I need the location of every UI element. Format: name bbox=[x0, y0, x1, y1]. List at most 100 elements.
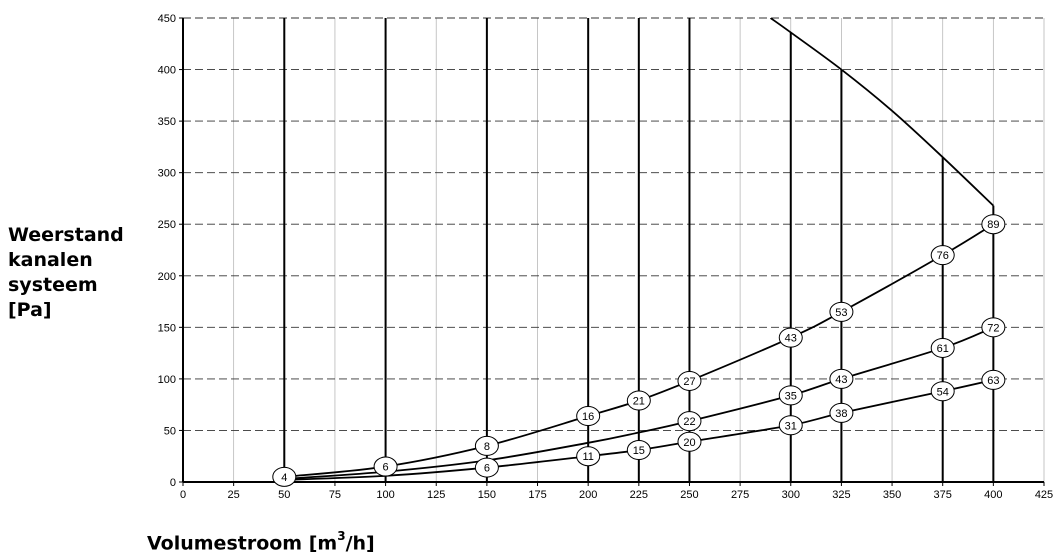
point-label-text: 15 bbox=[633, 445, 645, 457]
x-tick-label: 275 bbox=[731, 489, 749, 501]
y-tick-label: 300 bbox=[158, 168, 176, 180]
point-label-bubble bbox=[576, 446, 601, 467]
y-tick-label: 50 bbox=[164, 425, 176, 437]
point-label-bubble bbox=[829, 301, 854, 322]
series-line bbox=[284, 379, 994, 481]
x-tick-label: 125 bbox=[427, 489, 445, 501]
point-label: 38 bbox=[829, 402, 854, 423]
point-label-bubble bbox=[373, 456, 398, 477]
x-axis-label-prefix: Volumestroom [m bbox=[147, 532, 338, 555]
point-label: 6 bbox=[373, 456, 398, 477]
y-tick-label: 350 bbox=[158, 116, 176, 128]
point-label-text: 38 bbox=[835, 408, 847, 420]
point-label-text: 54 bbox=[937, 386, 949, 398]
point-label-bubble bbox=[829, 402, 854, 423]
x-tick-label: 225 bbox=[630, 489, 648, 501]
x-tick-label: 300 bbox=[782, 489, 800, 501]
point-label: 6 bbox=[474, 457, 499, 478]
y-tick-label: 250 bbox=[158, 219, 176, 231]
point-label: 15 bbox=[626, 440, 651, 461]
point-label-bubble bbox=[474, 457, 499, 478]
y-axis-label: Weerstand kanalen systeem [Pa] bbox=[8, 223, 138, 323]
point-label: 21 bbox=[626, 390, 651, 411]
x-tick-label: 75 bbox=[329, 489, 341, 501]
point-label: 53 bbox=[829, 301, 854, 322]
point-label-bubble bbox=[981, 214, 1006, 235]
point-label-bubble bbox=[930, 337, 955, 358]
point-label: 27 bbox=[677, 370, 702, 391]
x-tick-label: 0 bbox=[180, 489, 186, 501]
x-tick-label: 175 bbox=[528, 489, 546, 501]
point-label: 22 bbox=[677, 411, 702, 432]
x-tick-label: 50 bbox=[278, 489, 290, 501]
point-label-text: 76 bbox=[937, 250, 949, 262]
x-axis-label: Volumestroom [m3/h] bbox=[147, 529, 375, 555]
point-label-bubble bbox=[981, 369, 1006, 390]
point-label-bubble bbox=[474, 435, 499, 456]
x-tick-label: 150 bbox=[478, 489, 496, 501]
x-tick-label: 425 bbox=[1035, 489, 1053, 501]
point-label: 35 bbox=[778, 385, 803, 406]
x-tick-label: 250 bbox=[680, 489, 698, 501]
x-tick-label: 375 bbox=[934, 489, 952, 501]
point-label-text: 63 bbox=[987, 375, 999, 387]
point-label: 61 bbox=[930, 337, 955, 358]
x-tick-label: 325 bbox=[832, 489, 850, 501]
y-axis-label-line: [Pa] bbox=[8, 299, 52, 321]
point-label-bubble bbox=[626, 390, 651, 411]
point-label-text: 6 bbox=[484, 463, 490, 475]
y-tick-label: 400 bbox=[158, 65, 176, 77]
point-label-bubble bbox=[677, 431, 702, 452]
point-label-text: 11 bbox=[582, 451, 593, 463]
point-label: 43 bbox=[778, 327, 803, 348]
point-label: 89 bbox=[981, 214, 1006, 235]
y-axis-label-line: kanalen bbox=[8, 249, 93, 271]
point-label-bubble bbox=[626, 440, 651, 461]
x-tick-label: 100 bbox=[376, 489, 394, 501]
point-label-text: 43 bbox=[785, 333, 797, 345]
point-label-text: 89 bbox=[987, 219, 999, 231]
point-label-bubble bbox=[778, 327, 803, 348]
point-label: 54 bbox=[930, 381, 955, 402]
point-label-bubble bbox=[778, 415, 803, 436]
point-label: 16 bbox=[576, 406, 601, 427]
point-label-text: 6 bbox=[383, 462, 389, 474]
x-tick-label: 400 bbox=[984, 489, 1002, 501]
point-label-text: 4 bbox=[281, 472, 287, 484]
point-label: 11 bbox=[576, 446, 601, 467]
point-label: 8 bbox=[474, 435, 499, 456]
y-axis-label-line: systeem bbox=[8, 274, 98, 296]
point-label-bubble bbox=[778, 385, 803, 406]
point-label: 20 bbox=[677, 431, 702, 452]
point-label-text: 8 bbox=[484, 441, 490, 453]
point-label-text: 35 bbox=[785, 390, 797, 402]
y-tick-label: 200 bbox=[158, 271, 176, 283]
limit-curve bbox=[769, 18, 994, 207]
point-label-text: 20 bbox=[683, 437, 695, 449]
x-tick-label: 350 bbox=[883, 489, 901, 501]
x-axis-label-superscript: 3 bbox=[337, 529, 346, 543]
point-label-bubble bbox=[930, 381, 955, 402]
x-tick-label: 200 bbox=[579, 489, 597, 501]
point-label-text: 31 bbox=[785, 420, 797, 432]
point-label-text: 16 bbox=[582, 411, 594, 423]
y-tick-label: 100 bbox=[158, 374, 176, 386]
point-label-bubble bbox=[272, 466, 297, 487]
point-label: 31 bbox=[778, 415, 803, 436]
point-label-bubble bbox=[981, 317, 1006, 338]
point-label-text: 22 bbox=[683, 416, 695, 428]
point-label: 72 bbox=[981, 317, 1006, 338]
y-tick-label: 150 bbox=[158, 322, 176, 334]
point-label-bubble bbox=[829, 368, 854, 389]
point-label-bubble bbox=[930, 245, 955, 266]
y-tick-label: 0 bbox=[170, 477, 176, 489]
point-label-text: 27 bbox=[683, 376, 695, 388]
point-label: 43 bbox=[829, 368, 854, 389]
point-label: 76 bbox=[930, 245, 955, 266]
point-label-text: 72 bbox=[987, 322, 999, 334]
point-label-text: 61 bbox=[937, 343, 949, 355]
y-tick-label: 450 bbox=[158, 13, 176, 25]
point-label-text: 21 bbox=[633, 396, 645, 408]
point-label: 63 bbox=[981, 369, 1006, 390]
